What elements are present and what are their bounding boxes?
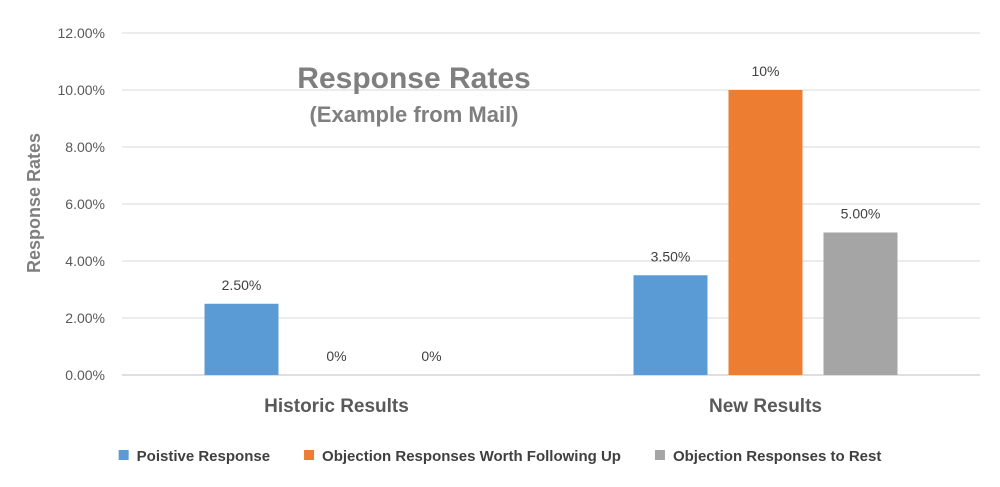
chart-title: Response Rates	[297, 62, 530, 95]
y-axis-label: Response Rates	[24, 133, 44, 273]
bar	[823, 232, 898, 375]
data-label: 2.50%	[222, 277, 262, 293]
category-label: New Results	[709, 396, 822, 417]
y-tick-label: 12.00%	[58, 25, 105, 41]
data-labels: 2.50% 0% 0% 3.50% 10% 5.00%	[222, 63, 881, 364]
y-tick-label: 4.00%	[65, 253, 105, 269]
chart-subtitle: (Example from Mail)	[309, 102, 518, 127]
data-label: 0%	[421, 348, 441, 364]
legend-label: Objection Responses Worth Following Up	[322, 448, 621, 465]
bar	[204, 303, 279, 375]
data-label: 10%	[751, 63, 779, 79]
category-labels: Historic Results New Results	[264, 396, 822, 417]
legend-swatch	[654, 450, 665, 460]
bars	[204, 90, 898, 375]
data-label: 5.00%	[841, 206, 881, 222]
y-tick-label: 10.00%	[58, 82, 105, 98]
data-label: 3.50%	[651, 248, 691, 264]
data-label: 0%	[326, 348, 346, 364]
y-tick-label: 6.00%	[65, 196, 105, 212]
legend-label: Objection Responses to Rest	[673, 448, 881, 465]
legend: Poistive Response Objection Responses Wor…	[118, 448, 881, 465]
y-tick-label: 0.00%	[65, 367, 105, 383]
y-tick-label: 8.00%	[65, 139, 105, 155]
bar	[728, 90, 803, 375]
legend-label: Poistive Response	[137, 448, 270, 465]
legend-swatch	[304, 450, 315, 460]
bar	[633, 275, 708, 375]
y-tick-label: 2.00%	[65, 310, 105, 326]
category-label: Historic Results	[264, 396, 409, 417]
y-axis-ticks: 0.00% 2.00% 4.00% 6.00% 8.00% 10.00% 12.00%	[58, 25, 105, 383]
legend-swatch	[118, 450, 129, 460]
